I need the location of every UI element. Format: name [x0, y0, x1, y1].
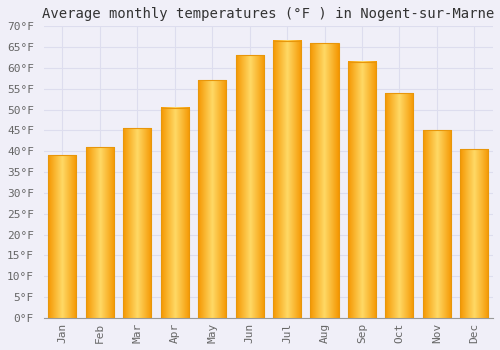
Title: Average monthly temperatures (°F ) in Nogent-sur-Marne: Average monthly temperatures (°F ) in No… [42, 7, 494, 21]
Bar [160, 107, 189, 318]
Bar [86, 147, 114, 318]
Bar [273, 41, 301, 318]
Bar [123, 128, 152, 318]
Bar [348, 62, 376, 318]
Bar [423, 131, 451, 318]
Bar [386, 93, 413, 318]
Bar [460, 149, 488, 318]
Bar [48, 155, 76, 318]
Bar [198, 80, 226, 318]
Bar [236, 55, 264, 318]
Bar [310, 43, 338, 318]
